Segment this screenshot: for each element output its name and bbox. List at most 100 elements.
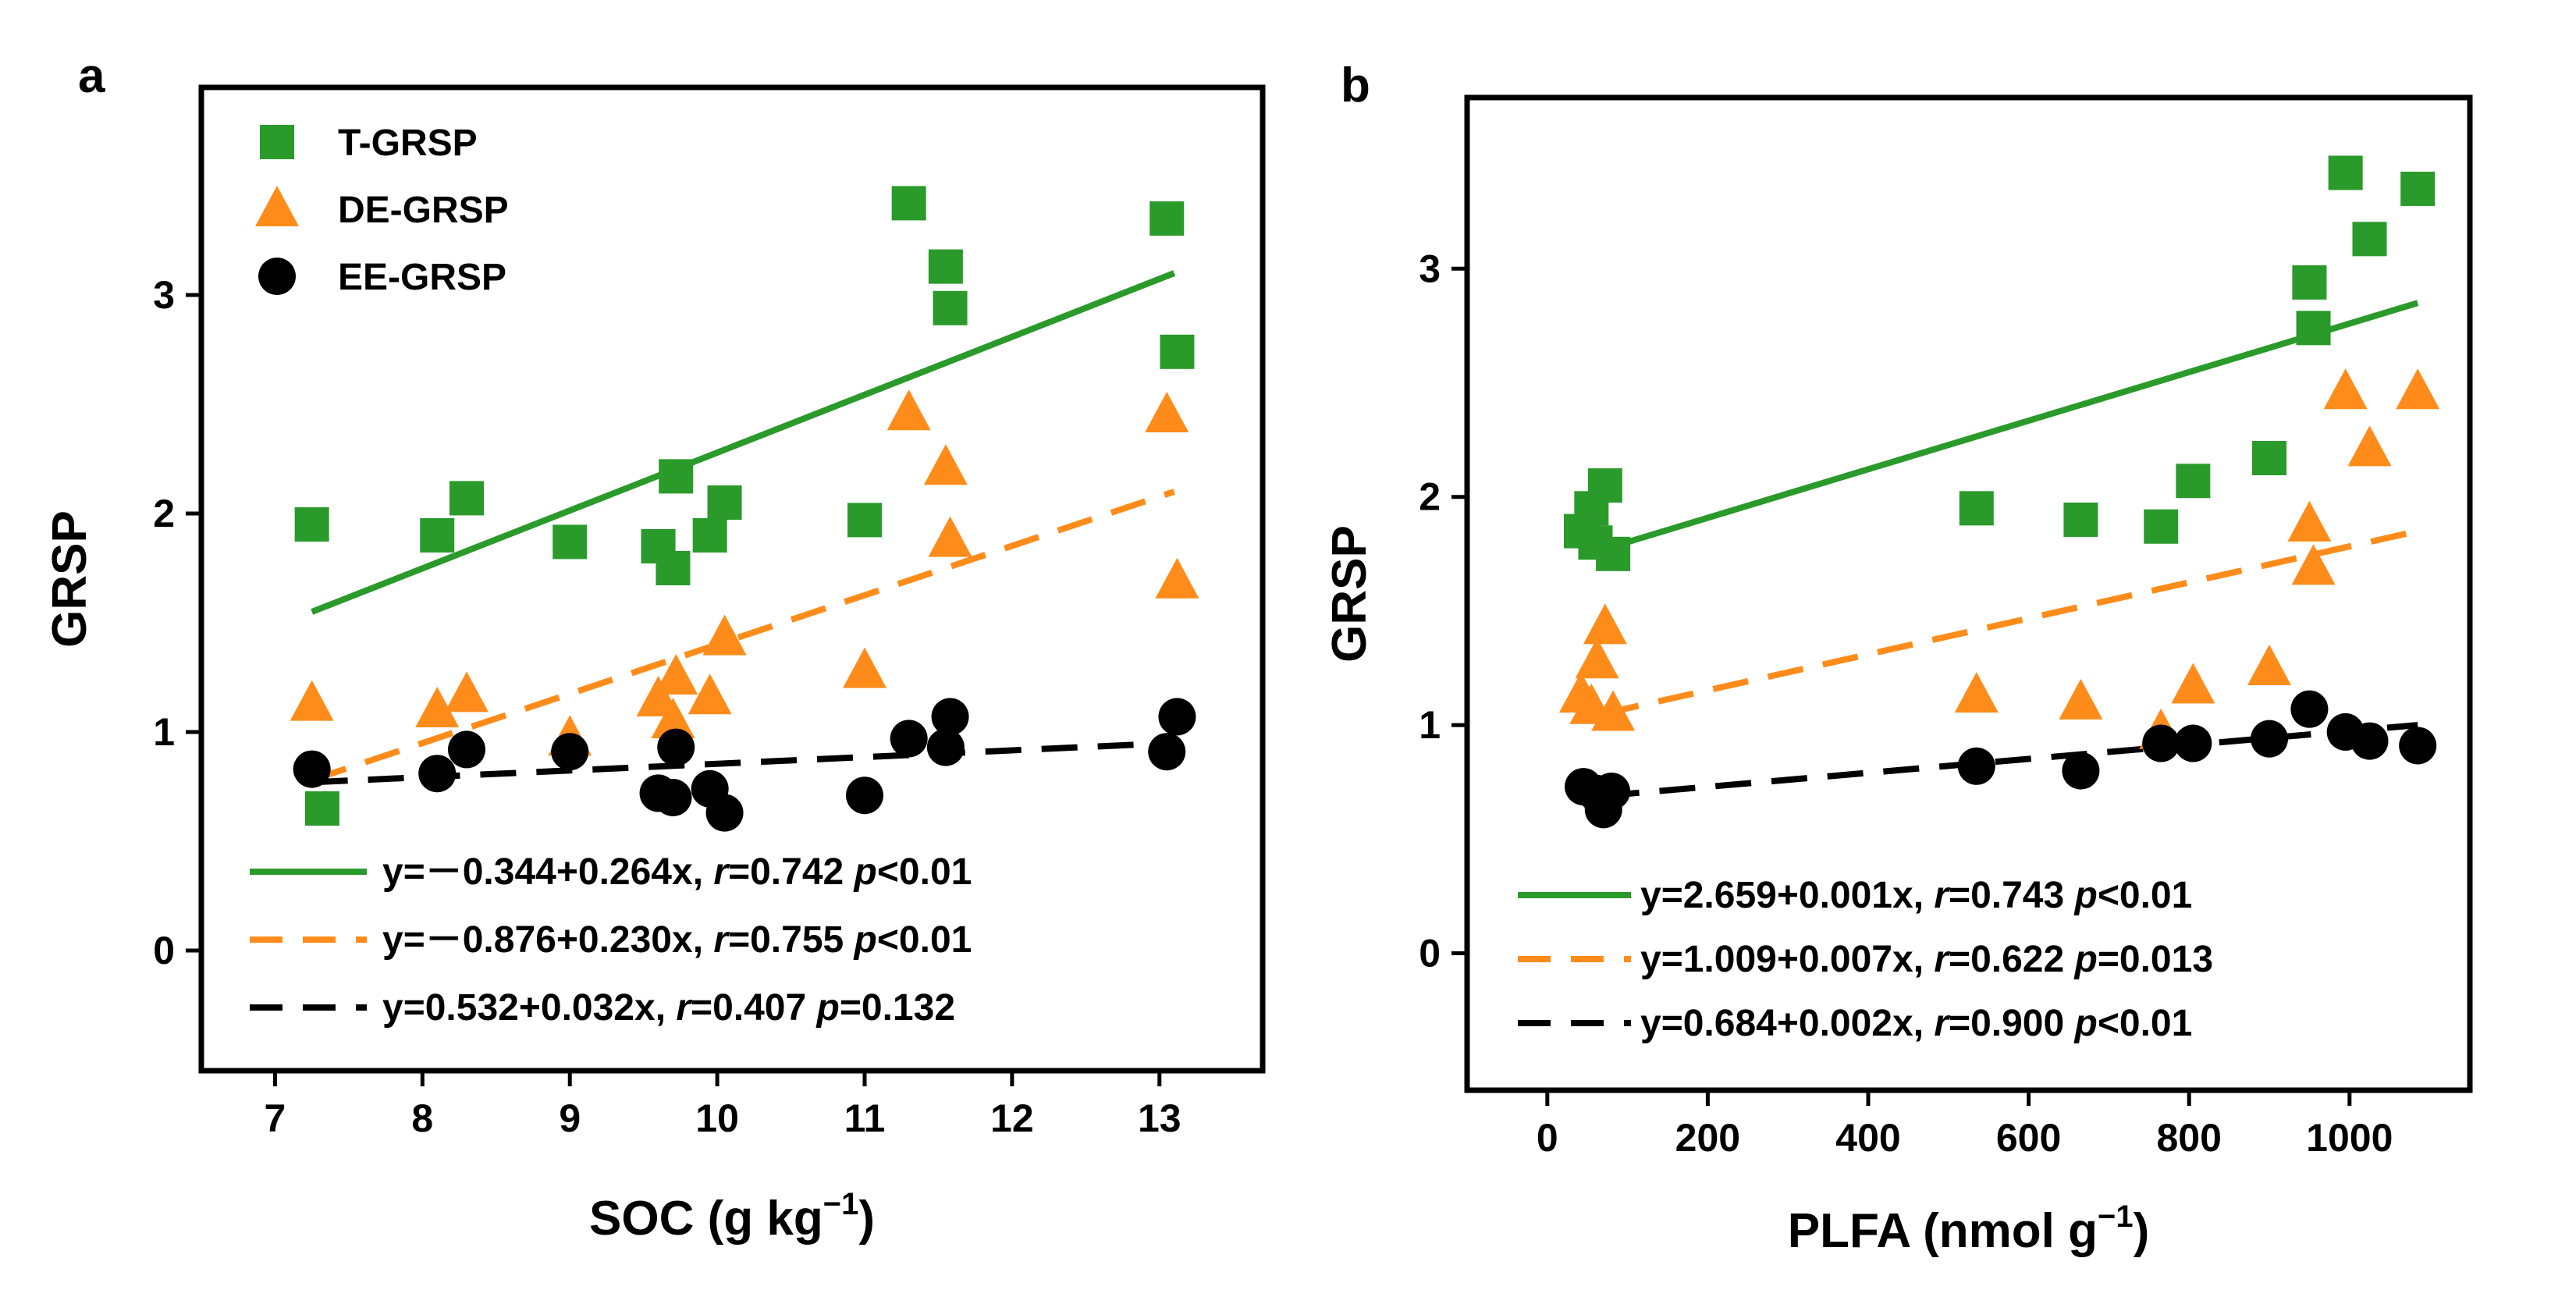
point-de_grsp-14	[1155, 557, 1199, 599]
equation-t_grsp: y=－0.344+0.264x, r=0.742 p<0.01	[382, 851, 972, 893]
x-tick-label: 8	[411, 1096, 433, 1140]
point-t_grsp-5	[1959, 491, 1994, 526]
point-t_grsp-14	[1149, 201, 1185, 236]
point-t_grsp-15	[1160, 334, 1195, 369]
x-tick-label: 9	[559, 1096, 581, 1140]
equation-p-value: <0.01	[2098, 1003, 2192, 1044]
point-de_grsp-5	[1954, 672, 1999, 713]
point-t_grsp-3	[1587, 468, 1622, 503]
point-ee_grsp-0	[293, 750, 331, 788]
fit-line-de_grsp	[311, 489, 1175, 784]
point-ee_grsp-10	[890, 720, 928, 758]
equation-r-value: =0.755	[728, 919, 854, 961]
point-de_grsp-13	[1145, 392, 1189, 432]
point-t_grsp-8	[692, 518, 727, 553]
point-t_grsp-8	[2176, 464, 2211, 499]
equation-formula: y=2.659+0.001x,	[1640, 875, 1934, 916]
point-t_grsp-9	[707, 485, 742, 520]
x-axis-title-sup: −1	[2098, 1199, 2134, 1234]
equation-r-value: =0.743	[1949, 875, 2074, 916]
x-tick-label: 13	[1138, 1096, 1181, 1140]
equation-p-value: =0.013	[2098, 939, 2213, 980]
equation-p-symbol: p	[815, 987, 840, 1029]
point-de_grsp-5	[651, 698, 695, 738]
point-ee_grsp-3	[551, 733, 589, 771]
point-ee_grsp-9	[846, 776, 883, 815]
legend-label-de_grsp: DE-GRSP	[338, 190, 509, 231]
equation-r-value: =0.407	[691, 987, 816, 1029]
y-tick-label: 3	[1419, 247, 1441, 290]
x-tick-label: 10	[695, 1096, 739, 1140]
equation-r-symbol: r	[676, 987, 692, 1029]
point-ee_grsp-14	[1158, 698, 1196, 736]
point-ee_grsp-3	[1593, 772, 1631, 810]
legend-marker-t_grsp	[260, 125, 294, 159]
point-de_grsp-12	[2323, 368, 2368, 410]
equation-p-value: <0.01	[2098, 875, 2192, 916]
point-ee_grsp-13	[1148, 733, 1186, 771]
point-de_grsp-6	[654, 654, 698, 695]
point-de_grsp-1	[415, 687, 460, 727]
point-ee_grsp-9	[2290, 690, 2329, 728]
point-t_grsp-6	[2063, 502, 2098, 537]
point-t_grsp-13	[2352, 222, 2387, 257]
point-de_grsp-11	[923, 444, 968, 485]
point-de_grsp-8	[702, 614, 747, 656]
point-de_grsp-7	[688, 673, 732, 715]
y-tick-label: 3	[153, 273, 175, 317]
point-de_grsp-0	[290, 680, 334, 721]
equation-t_grsp: y=2.659+0.001x, r=0.743 p<0.01	[1640, 875, 2192, 916]
point-t_grsp-6	[656, 551, 691, 585]
equation-formula: y=1.009+0.007x,	[1640, 939, 1934, 980]
x-tick-label: 400	[1835, 1116, 1900, 1160]
point-t_grsp-11	[891, 186, 926, 221]
point-de_grsp-3	[1583, 603, 1627, 645]
equation-p-symbol: p	[853, 851, 877, 893]
point-de_grsp-14	[2396, 368, 2440, 410]
plot-frame	[198, 84, 1266, 1074]
x-axis-title-main: SOC (g kg	[589, 1192, 823, 1246]
point-de_grsp-2	[445, 671, 489, 713]
equation-p-symbol: p	[2073, 1003, 2098, 1044]
y-tick-label: 2	[1419, 475, 1441, 519]
point-t_grsp-10	[2292, 265, 2327, 300]
equation-de_grsp: y=1.009+0.007x, r=0.622 p=0.013	[1640, 939, 2213, 980]
equation-p-value: <0.01	[877, 919, 972, 961]
point-ee_grsp-11	[2350, 722, 2389, 760]
equation-formula: y=－0.344+0.264x,	[382, 851, 713, 893]
fit-line-t_grsp	[1602, 300, 2419, 553]
equation-r-symbol: r	[1934, 939, 1950, 980]
legend-label-ee_grsp: EE-GRSP	[338, 257, 506, 298]
point-de_grsp-8	[2171, 663, 2215, 704]
point-de_grsp-10	[886, 389, 931, 431]
x-axis-title: SOC (g kg−1)	[589, 1187, 875, 1246]
y-tick-label: 0	[153, 929, 175, 972]
point-t_grsp-14	[2400, 171, 2436, 206]
point-t_grsp-2	[420, 518, 455, 553]
point-ee_grsp-6	[2142, 724, 2180, 762]
x-axis-title-sup: −1	[823, 1187, 859, 1221]
point-de_grsp-11	[2291, 544, 2336, 585]
y-axis-title: GRSP	[1323, 525, 1377, 663]
equation-de_grsp: y=－0.876+0.230x, r=0.755 p<0.01	[382, 919, 972, 961]
equation-ee_grsp: y=0.684+0.002x, r=0.900 p<0.01	[1640, 1003, 2192, 1044]
legend-label-t_grsp: T-GRSP	[338, 123, 478, 164]
equation-r-value: =0.742	[728, 851, 854, 893]
x-tick-label: 800	[2156, 1116, 2221, 1160]
equation-ee_grsp: y=0.532+0.032x, r=0.407 p=0.132	[382, 987, 955, 1029]
point-ee_grsp-12	[2399, 727, 2437, 765]
point-de_grsp-4	[1591, 690, 1636, 731]
y-tick-label: 1	[153, 710, 175, 754]
x-tick-label: 600	[1996, 1116, 2061, 1160]
equation-r-symbol: r	[713, 851, 730, 893]
x-tick-label: 12	[990, 1096, 1034, 1140]
point-t_grsp-12	[2328, 155, 2363, 190]
equation-r-symbol: r	[1934, 1003, 1950, 1044]
equation-r-value: =0.622	[1949, 939, 2074, 980]
point-t_grsp-7	[659, 459, 694, 494]
x-tick-label: 11	[844, 1096, 886, 1140]
point-ee_grsp-6	[657, 728, 695, 766]
x-tick-label: 7	[265, 1096, 286, 1140]
x-axis-title-main: PLFA (nmol g	[1788, 1204, 2098, 1258]
